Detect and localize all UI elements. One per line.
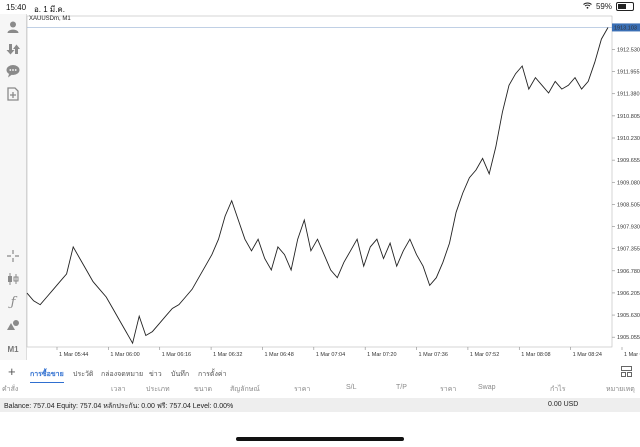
terminal-tabs: + การซื้อขาย ประวัติ กล่องจดหมาย ข่าว บั… — [0, 364, 640, 383]
y-tick-label: 1911.955 — [617, 70, 640, 76]
y-tick-label: 1907.355 — [617, 247, 640, 253]
price-line — [26, 27, 609, 345]
balance-row: Balance: 757.04 Equity: 757.04 หลักประกั… — [0, 398, 640, 412]
col-type: ประเภท — [146, 386, 170, 393]
current-price-label: 1913.103 — [614, 25, 637, 31]
col-sl: S/L — [346, 384, 357, 391]
profit-total: 0.00 USD — [548, 401, 579, 408]
y-tick-label: 1909.655 — [617, 158, 640, 164]
tab-history[interactable]: ประวัติ — [73, 371, 94, 378]
indicators-icon[interactable]: ƒ — [10, 295, 16, 310]
col-time: เวลา — [111, 386, 126, 393]
add-icon[interactable]: + — [8, 364, 16, 379]
tab-trade[interactable]: การซื้อขาย — [30, 371, 64, 383]
objects-icon[interactable] — [5, 318, 21, 334]
x-tick-label: 1 Mar 08:40 — [624, 352, 640, 358]
new-document-icon[interactable] — [5, 87, 21, 103]
y-tick-label: 1906.780 — [617, 269, 640, 275]
status-time: 15:40 — [6, 3, 27, 12]
y-tick-label: 1909.080 — [617, 180, 640, 186]
y-tick-label: 1905.630 — [617, 313, 640, 319]
y-tick-label: 1905.055 — [617, 335, 640, 341]
col-symbol: สัญลักษณ์ — [230, 386, 260, 393]
y-tick-label: 1910.230 — [617, 136, 640, 142]
x-tick-label: 1 Mar 06:16 — [162, 352, 191, 358]
timeframe-label[interactable]: M1 — [7, 345, 19, 354]
price-chart[interactable]: 1912.530 1911.955 1911.380 1910.805 1910.230… — [26, 14, 640, 360]
status-bar: 15:40 อ. 1 มี.ค. 59% — [0, 0, 640, 14]
status-right: 59% — [583, 2, 634, 11]
y-tick-label: 1911.380 — [617, 92, 640, 98]
account-icon[interactable] — [5, 20, 21, 36]
x-tick-label: 1 Mar 06:00 — [110, 352, 139, 358]
current-price-marker — [612, 23, 640, 32]
col-price: ราคา — [294, 386, 311, 393]
x-tick-label: 1 Mar 08:08 — [521, 352, 550, 358]
home-indicator[interactable] — [236, 437, 404, 441]
col-price-2: ราคา — [440, 386, 457, 393]
crosshair-icon[interactable] — [5, 249, 21, 265]
balance-text: Balance: 757.04 Equity: 757.04 หลักประกั… — [4, 403, 234, 410]
battery-percent: 59% — [595, 2, 612, 11]
x-tick-label: 1 Mar 07:20 — [367, 352, 396, 358]
trade-arrows-icon[interactable] — [5, 42, 21, 58]
battery-icon — [616, 2, 634, 11]
plot-border — [26, 15, 613, 348]
col-profit: กำไร — [550, 386, 566, 393]
tab-mailbox[interactable]: กล่องจดหมาย — [101, 371, 144, 378]
x-tick-label: 1 Mar 06:48 — [264, 352, 293, 358]
y-tick-label: 1908.505 — [617, 202, 640, 208]
col-order: คำสั่ง — [2, 386, 19, 393]
col-volume: ขนาด — [194, 386, 213, 393]
tab-settings[interactable]: การตั้งค่า — [198, 371, 227, 378]
tool-sidebar: ƒ M1 — [0, 14, 27, 360]
tab-news[interactable]: ข่าว — [149, 371, 162, 378]
col-tp: T/P — [396, 384, 407, 391]
y-tick-label: 1906.205 — [617, 291, 640, 297]
x-tick-label: 1 Mar 07:52 — [470, 352, 499, 358]
wifi-icon — [583, 2, 592, 11]
tab-journal[interactable]: บันทึก — [171, 371, 190, 378]
col-swap: Swap — [478, 384, 496, 391]
battery-fill — [618, 4, 627, 9]
x-tick-label: 1 Mar 07:36 — [419, 352, 448, 358]
layout-icon[interactable] — [621, 366, 632, 380]
chat-icon[interactable] — [5, 64, 21, 80]
y-tick-label: 1912.530 — [617, 47, 640, 53]
candles-icon[interactable] — [5, 272, 21, 288]
x-tick-label: 1 Mar 08:24 — [573, 352, 602, 358]
x-tick-label: 1 Mar 05:44 — [59, 352, 88, 358]
x-tick-label: 1 Mar 06:32 — [213, 352, 242, 358]
y-tick-label: 1907.930 — [617, 225, 640, 231]
status-date: อ. 1 มี.ค. — [34, 5, 65, 14]
chart-title: XAUUSDm, M1 — [29, 16, 71, 22]
x-tick-label: 1 Mar 07:04 — [316, 352, 345, 358]
y-tick-label: 1910.805 — [617, 114, 640, 120]
col-comment: หมายเหตุ — [606, 386, 635, 393]
chart-canvas[interactable]: 1912.530 1911.955 1911.380 1910.805 1910.230… — [26, 14, 640, 360]
trade-columns: คำสั่ง เวลา ประเภท ขนาด สัญลักษณ์ ราคา S… — [0, 382, 640, 396]
